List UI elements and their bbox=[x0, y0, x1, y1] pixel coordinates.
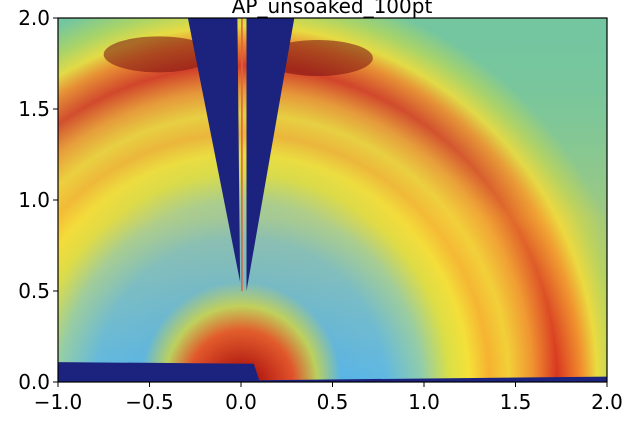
y-tick-label: 0.0 bbox=[18, 370, 50, 394]
x-tick-label: −1.0 bbox=[34, 390, 83, 414]
chart-title: AP_unsoaked_100pt bbox=[232, 0, 433, 18]
x-tick-label: 2.0 bbox=[591, 390, 623, 414]
heatmap-image bbox=[262, 40, 373, 77]
x-tick-label: 0.5 bbox=[317, 390, 349, 414]
y-tick-label: 2.0 bbox=[18, 6, 50, 30]
heatmap-image bbox=[103, 36, 214, 73]
x-tick-label: 0.0 bbox=[225, 390, 257, 414]
y-tick-label: 0.5 bbox=[18, 279, 50, 303]
detector-gap bbox=[187, 18, 241, 282]
y-tick-label: 1.0 bbox=[18, 188, 50, 212]
heatmap-image bbox=[58, 18, 607, 382]
detector-gap bbox=[246, 18, 295, 291]
x-tick-label: −0.5 bbox=[125, 390, 174, 414]
y-tick-label: 1.5 bbox=[18, 97, 50, 121]
x-tick-label: 1.0 bbox=[408, 390, 440, 414]
x-tick-label: 1.5 bbox=[500, 390, 532, 414]
detector-gap bbox=[58, 362, 607, 382]
plot-area bbox=[58, 18, 607, 382]
